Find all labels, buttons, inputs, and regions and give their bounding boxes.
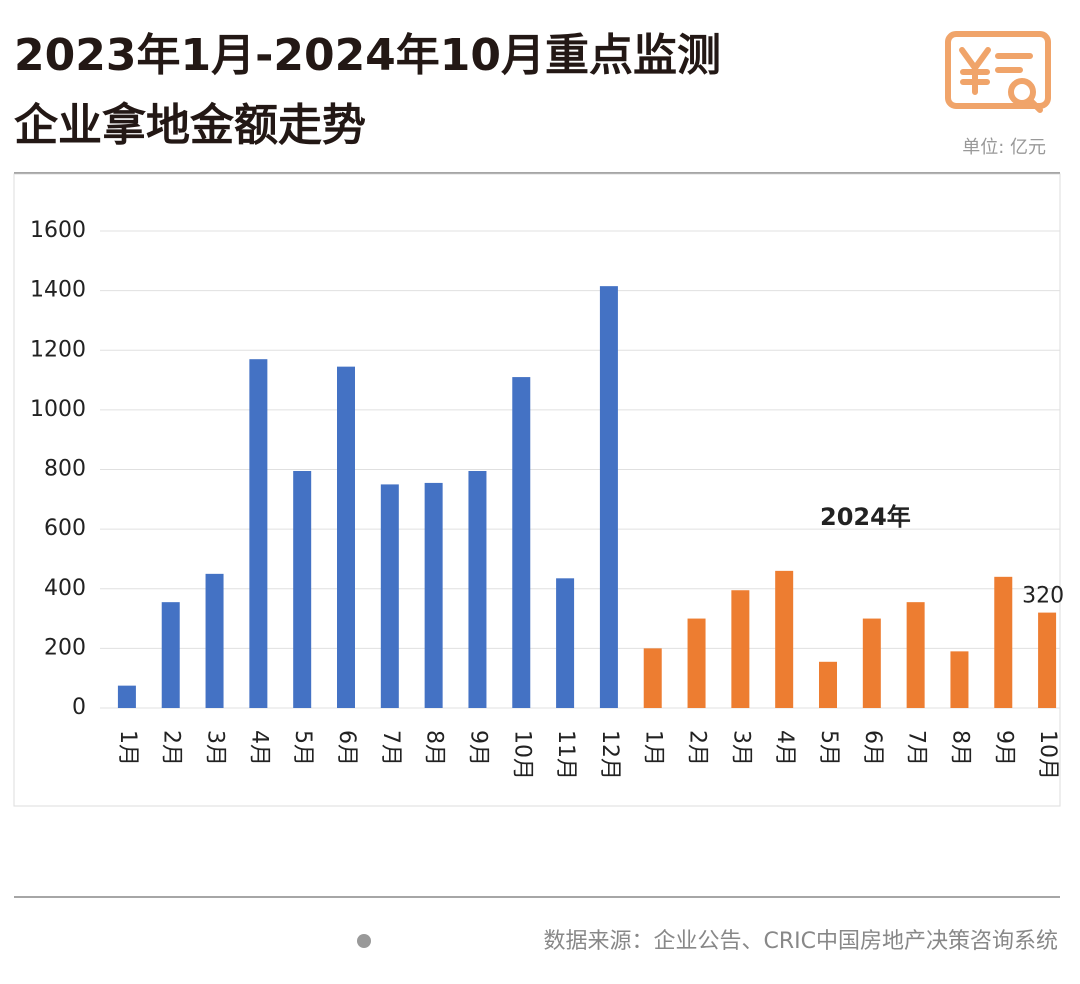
bar (468, 470, 487, 708)
chart-title: 企业拿地金额走势 (14, 100, 366, 151)
y-tick-label: 1600 (30, 218, 86, 243)
bar (994, 576, 1013, 708)
y-tick-label: 400 (44, 576, 86, 601)
bar (556, 578, 575, 708)
bar (687, 618, 706, 708)
x-tick-label: 8月 (422, 730, 447, 766)
bar (161, 602, 180, 708)
x-tick-label: 9月 (465, 730, 490, 766)
y-tick-label: 1400 (30, 278, 86, 303)
y-tick-label: 800 (44, 457, 86, 482)
y-tick-label: 1200 (30, 337, 86, 362)
y-tick-label: 0 (72, 695, 86, 720)
chart-title: 2023年1月-2024年10月重点监测 (14, 30, 721, 81)
x-tick-label: 3月 (728, 730, 753, 766)
bar (293, 470, 312, 708)
bar (1038, 612, 1057, 708)
x-tick-label: 2月 (159, 730, 184, 766)
data-label: 320 (1022, 584, 1064, 609)
x-tick-label: 7月 (378, 730, 403, 766)
x-tick-label: 6月 (860, 730, 885, 766)
bar (512, 377, 531, 708)
x-tick-label: 10月 (509, 730, 534, 780)
bar (249, 359, 268, 708)
bar (380, 484, 399, 708)
bullet (357, 934, 371, 948)
y-tick-label: 200 (44, 635, 86, 660)
annotation: 2024年 (820, 503, 911, 531)
bar (775, 570, 794, 708)
x-tick-label: 1月 (641, 730, 666, 766)
bar (731, 590, 750, 708)
x-tick-label: 10月 (1035, 730, 1060, 780)
icon (945, 31, 1051, 113)
bar (205, 573, 224, 708)
bar (862, 618, 881, 708)
unit-label: 单位: 亿元 (962, 137, 1046, 158)
y-tick-label: 1000 (30, 397, 86, 422)
x-tick-label: 12月 (597, 730, 622, 780)
bar (424, 482, 443, 708)
x-tick-label: 3月 (203, 730, 228, 766)
x-tick-label: 8月 (947, 730, 972, 766)
bar (906, 602, 925, 708)
x-tick-label: 5月 (816, 730, 841, 766)
x-tick-label: 7月 (904, 730, 929, 766)
bar (950, 651, 969, 708)
bar (643, 648, 662, 708)
x-tick-label: 4月 (246, 730, 271, 766)
x-tick-label: 9月 (991, 730, 1016, 766)
bar (117, 685, 136, 708)
bar (819, 661, 837, 708)
bar (337, 366, 355, 708)
x-tick-label: 5月 (290, 730, 315, 766)
x-tick-label: 6月 (334, 730, 359, 766)
x-tick-label: 1月 (115, 730, 140, 766)
x-tick-label: 11月 (553, 730, 578, 780)
x-tick-label: 4月 (772, 730, 797, 766)
x-tick-label: 2月 (685, 730, 710, 766)
source-note: 数据来源：企业公告、CRIC中国房地产决策咨询系统 (544, 929, 1059, 954)
y-tick-label: 600 (44, 516, 86, 541)
bar (599, 286, 618, 708)
chart-frame (13, 173, 1061, 807)
